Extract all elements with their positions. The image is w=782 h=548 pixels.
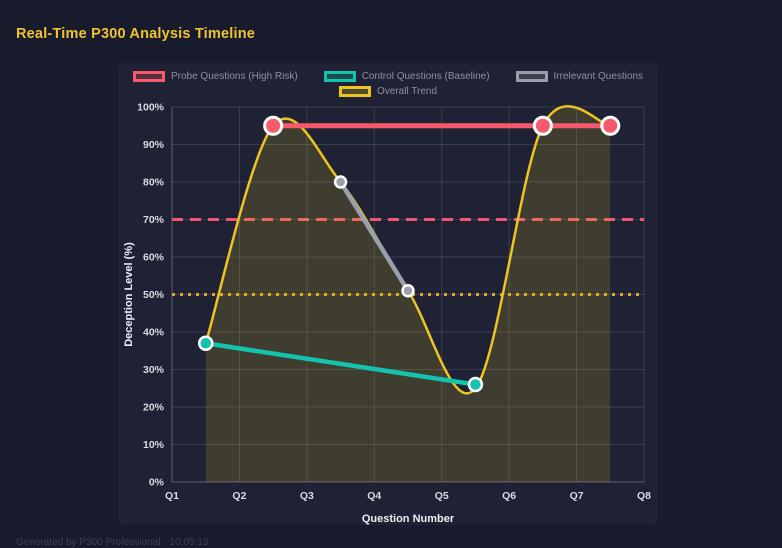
data-point[interactable] [467,376,484,393]
legend-item-irrelevant-questions[interactable]: Irrelevant Questions [515,71,644,82]
svg-text:Q2: Q2 [232,490,246,502]
svg-text:Q5: Q5 [435,490,449,502]
x-axis-title: Question Number [362,513,455,525]
data-point[interactable] [532,115,553,136]
series-points-control-questions-baseline [197,335,484,393]
svg-text:Q8: Q8 [637,490,651,502]
legend-row-1: Probe Questions (High Risk) Control Ques… [132,71,644,82]
svg-text:100%: 100% [137,102,165,114]
chart-legend: Probe Questions (High Risk) Control Ques… [118,71,658,97]
legend-label-control: Control Questions (Baseline) [361,71,490,82]
y-axis-tick-labels: 0% 10% 20% 30% 40% 50% 60% 70% 80% 90% 100% [137,102,165,489]
legend-item-probe-questions[interactable]: Probe Questions (High Risk) [132,71,298,82]
data-point[interactable] [263,115,284,136]
svg-text:Q6: Q6 [502,490,516,502]
legend-row-2: Overall Trend [338,86,438,97]
svg-text:Q1: Q1 [165,490,179,502]
svg-text:Q4: Q4 [367,490,381,502]
legend-label-irrelevant: Irrelevant Questions [553,71,644,82]
x-axis-tick-labels: Q1 Q2 Q3 Q4 Q5 Q6 Q7 Q8 [165,490,651,502]
legend-item-overall-trend[interactable]: Overall Trend [338,86,438,97]
svg-text:70%: 70% [143,214,165,226]
page-title: Real-Time P300 Analysis Timeline [16,26,256,42]
series-control-questions-baseline [203,341,478,387]
legend-swatch-control [323,71,356,82]
legend-label-trend: Overall Trend [376,86,438,97]
data-point[interactable] [401,284,415,298]
svg-text:0%: 0% [149,477,165,489]
svg-text:40%: 40% [143,327,165,339]
svg-text:10%: 10% [143,439,165,451]
legend-swatch-trend [338,86,371,97]
svg-text:50%: 50% [143,289,165,301]
data-point[interactable] [600,115,621,136]
legend-label-probe: Probe Questions (High Risk) [170,71,298,82]
svg-text:Q7: Q7 [570,490,584,502]
legend-swatch-probe [132,71,165,82]
data-point[interactable] [197,335,214,351]
data-point[interactable] [333,175,348,189]
chart-canvas: 0%10%20%30%40%50%60%70%80%90%100%Q1 Q2 Q3 Q… [123,102,651,526]
series-irrelevant-questions [338,179,411,293]
reference-lines [172,218,644,296]
chart-panel: Probe Questions (High Risk) Control Ques… [118,63,658,525]
svg-text:90%: 90% [143,139,165,151]
svg-text:80%: 80% [143,177,165,189]
series-points-probe-questions-high-risk [263,115,621,136]
svg-text:20%: 20% [143,402,165,414]
svg-text:Q3: Q3 [300,490,314,502]
legend-item-control-questions[interactable]: Control Questions (Baseline) [323,71,490,82]
svg-text:30%: 30% [143,364,165,376]
legend-swatch-irrelevant [515,71,548,82]
footer-note: Generated by P300 Professional - 10:05:1… [16,537,209,548]
svg-text:60%: 60% [143,252,165,264]
series-points-irrelevant-questions [333,175,415,298]
y-axis-title: Deception Level (%) [123,242,135,347]
